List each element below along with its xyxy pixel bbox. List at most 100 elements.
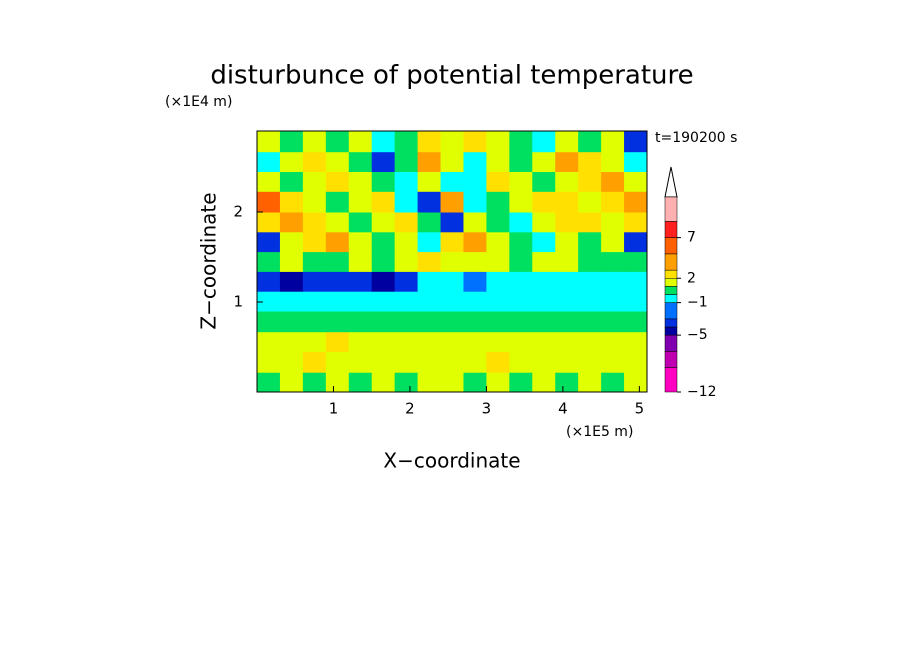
contour-cell xyxy=(417,151,442,172)
contour-cell xyxy=(624,131,648,153)
contour-cell xyxy=(417,291,442,312)
colorbar-label: 2 xyxy=(687,270,696,286)
contour-cell xyxy=(601,151,625,172)
contour-cell xyxy=(555,251,579,272)
contour-cell xyxy=(532,131,556,153)
colorbar-box xyxy=(664,221,678,238)
contour-cell xyxy=(348,131,373,153)
contour-cell xyxy=(302,331,327,352)
contour-cell xyxy=(463,271,487,292)
contour-cell xyxy=(532,331,556,352)
time-label: t=190200 s xyxy=(655,130,737,146)
contour-cell xyxy=(417,171,442,192)
contour-cell xyxy=(417,131,442,153)
contour-cell xyxy=(348,311,373,333)
colorbar-label: −1 xyxy=(687,295,708,311)
contour-cell xyxy=(348,331,373,352)
contour-cell xyxy=(624,191,648,213)
contour-cell xyxy=(279,372,304,393)
contour-cell xyxy=(257,251,281,272)
contour-cell xyxy=(371,212,396,233)
contour-cell xyxy=(532,291,556,312)
contour-cell xyxy=(371,372,396,393)
contour-cell xyxy=(532,212,556,233)
contour-cell xyxy=(279,231,304,253)
contour-cell xyxy=(325,251,350,272)
contour-cell xyxy=(601,311,625,333)
contour-cell xyxy=(394,131,419,153)
colorbar-label: 7 xyxy=(687,230,696,246)
contour-cell xyxy=(601,271,625,292)
contour-cell xyxy=(348,191,373,213)
contour-cell xyxy=(325,151,350,172)
contour-cell xyxy=(279,251,304,272)
y-tick-label: 1 xyxy=(233,293,243,311)
contour-cell xyxy=(486,191,510,213)
contour-cell xyxy=(371,231,396,253)
contour-cell xyxy=(624,372,648,393)
contour-cell xyxy=(279,311,304,333)
contour-cell xyxy=(463,212,487,233)
contour-cell xyxy=(394,311,419,333)
contour-cell xyxy=(463,151,487,172)
contour-cell xyxy=(348,291,373,312)
contour-cell xyxy=(394,331,419,352)
contour-cell xyxy=(371,191,396,213)
contour-cell xyxy=(578,251,602,272)
contour-cell xyxy=(624,351,648,373)
contour-cell xyxy=(463,171,487,192)
y-axis-label: Z−coordinate xyxy=(197,192,221,329)
contour-cell xyxy=(257,151,281,172)
contour-cell xyxy=(325,331,350,352)
contour-cell xyxy=(532,351,556,373)
contour-cell xyxy=(394,351,419,373)
contour-cell xyxy=(555,151,579,172)
contour-cell xyxy=(578,271,602,292)
contour-cell xyxy=(486,291,510,312)
contour-cell xyxy=(440,251,464,272)
contour-cell xyxy=(509,191,533,213)
contour-cell xyxy=(486,331,510,352)
contour-cell xyxy=(624,331,648,352)
contour-cell xyxy=(601,131,625,153)
contour-cell xyxy=(601,331,625,352)
contour-cell xyxy=(348,151,373,172)
contour-cell xyxy=(417,271,442,292)
contour-cell xyxy=(279,212,304,233)
contour-cell xyxy=(348,171,373,192)
contour-cell xyxy=(601,251,625,272)
contour-cell xyxy=(486,251,510,272)
contour-cell xyxy=(555,131,579,153)
contour-cell xyxy=(257,351,281,373)
contour-cell xyxy=(509,131,533,153)
colorbar-box xyxy=(664,278,678,287)
contour-cell xyxy=(302,191,327,213)
contour-cell xyxy=(578,231,602,253)
contour-cell xyxy=(325,372,350,393)
contour-cell xyxy=(417,231,442,253)
contour-cell xyxy=(509,291,533,312)
colorbar-box xyxy=(664,351,678,368)
contour-cell xyxy=(555,351,579,373)
contour-cell xyxy=(463,291,487,312)
contour-cell xyxy=(371,291,396,312)
contour-cell xyxy=(394,191,419,213)
contour-cell xyxy=(578,351,602,373)
contour-cell xyxy=(279,351,304,373)
contour-cell xyxy=(371,131,396,153)
contour-cell xyxy=(302,291,327,312)
contour-cell xyxy=(394,271,419,292)
contour-cell xyxy=(555,231,579,253)
contour-cell xyxy=(486,131,510,153)
contour-cell xyxy=(371,251,396,272)
contour-cell xyxy=(509,212,533,233)
contour-cell xyxy=(440,212,464,233)
contour-cell xyxy=(555,212,579,233)
contour-cell xyxy=(624,171,648,192)
contour-cell xyxy=(417,331,442,352)
contour-cell xyxy=(257,311,281,333)
contour-cell xyxy=(417,311,442,333)
contour-cell xyxy=(325,271,350,292)
contour-cell xyxy=(302,351,327,373)
contour-cell xyxy=(394,171,419,192)
